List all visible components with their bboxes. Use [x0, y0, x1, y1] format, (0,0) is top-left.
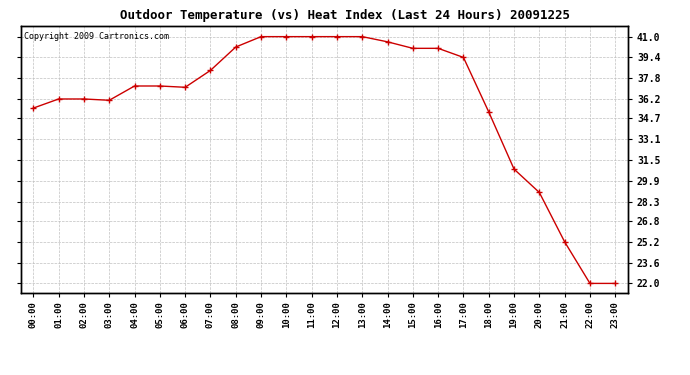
Text: Outdoor Temperature (vs) Heat Index (Last 24 Hours) 20091225: Outdoor Temperature (vs) Heat Index (Las… [120, 9, 570, 22]
Text: Copyright 2009 Cartronics.com: Copyright 2009 Cartronics.com [23, 32, 169, 40]
